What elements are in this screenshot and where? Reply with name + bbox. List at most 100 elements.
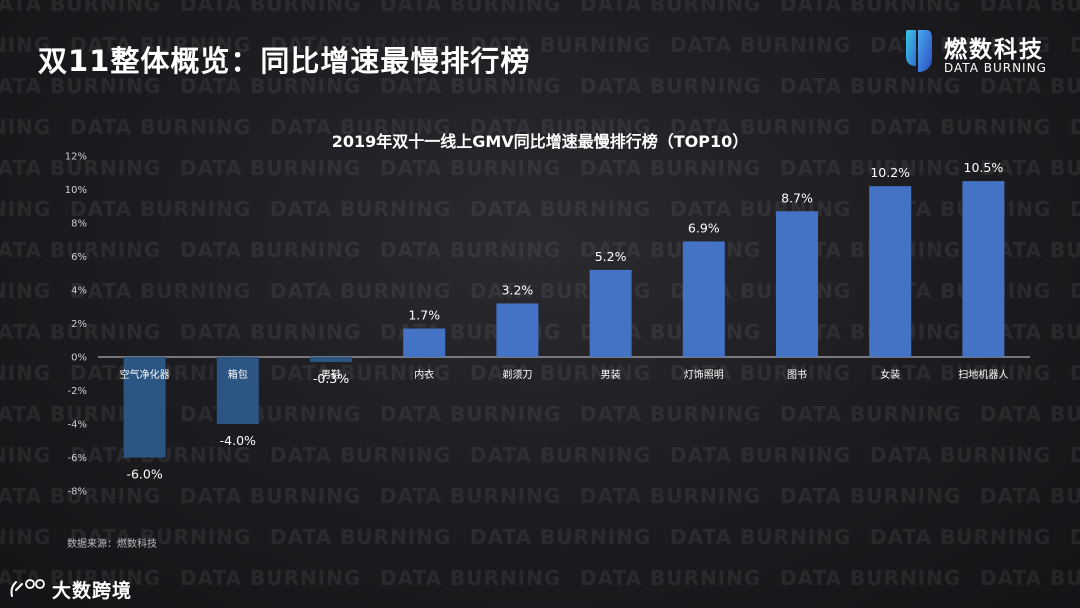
watermark-text: DATA BURNING	[180, 320, 362, 344]
category-label: 灯饰照明	[684, 368, 724, 381]
watermark-text: DATA BURNING	[980, 74, 1080, 98]
y-tick-label: 0%	[71, 353, 87, 364]
watermark-text: DATA BURNING	[70, 279, 252, 303]
brand-logo: 燃数科技 DATA BURNING	[902, 28, 1062, 80]
watermark-text: DATA BURNING	[70, 197, 252, 221]
watermark-text: DATA BURNING	[670, 525, 852, 549]
data-label: 8.7%	[781, 190, 813, 205]
y-tick-label: 10%	[65, 185, 87, 196]
watermark-text: DATA BURNING	[470, 115, 652, 139]
bar	[682, 241, 725, 357]
data-label: -4.0%	[220, 433, 256, 448]
data-label: 1.7%	[408, 308, 440, 323]
category-label: 内衣	[414, 368, 434, 381]
y-tick-label: 2%	[71, 319, 87, 330]
watermark-text: DATA BURNING	[0, 74, 162, 98]
watermark-text: DATA BURNING	[870, 115, 1052, 139]
category-label: 扫地机器人	[958, 368, 1008, 381]
data-label: 3.2%	[502, 282, 534, 297]
watermark-text: DATA BURNING	[580, 156, 762, 180]
watermark-text: DATA BURNING	[1070, 361, 1080, 385]
bar	[123, 357, 166, 458]
y-tick-label: -6%	[68, 453, 87, 464]
watermark-text: DATA BURNING	[780, 484, 962, 508]
watermark-text: DATA BURNING	[270, 361, 452, 385]
watermark-text: DATA BURNING	[0, 484, 162, 508]
kuajing-logo-icon	[10, 579, 45, 597]
bar	[310, 357, 352, 363]
watermark-text: DATA BURNING	[70, 33, 252, 57]
watermark-text: DATA BURNING	[270, 197, 452, 221]
watermark-text: DATA BURNING	[0, 279, 52, 303]
watermark-text: DATA BURNING	[980, 402, 1080, 426]
watermark-text: DATA BURNING	[180, 74, 362, 98]
watermark-text: DATA BURNING	[0, 443, 52, 467]
y-tick-label: 12%	[65, 152, 87, 163]
category-label: 男鞋	[321, 368, 341, 381]
watermark-text: DATA BURNING	[670, 361, 852, 385]
watermark-text: DATA BURNING	[270, 279, 452, 303]
watermark-text: DATA BURNING	[580, 74, 762, 98]
watermark-text: DATA BURNING	[580, 484, 762, 508]
watermark-text: DATA BURNING	[1070, 197, 1080, 221]
category-label: 女装	[880, 368, 900, 381]
watermark-text: DATA BURNING	[780, 74, 962, 98]
watermark-text: DATA BURNING	[380, 238, 562, 262]
watermark-text: DATA BURNING	[1070, 115, 1080, 139]
watermark-text: DATA BURNING	[870, 443, 1052, 467]
watermark-text: DATA BURNING	[70, 525, 252, 549]
watermark-text: DATA BURNING	[1070, 525, 1080, 549]
watermark-text: DATA BURNING	[580, 0, 762, 16]
watermark-text: DATA BURNING	[980, 484, 1080, 508]
watermark-text: DATA BURNING	[870, 525, 1052, 549]
watermark-text: DATA BURNING	[180, 402, 362, 426]
bar	[589, 269, 632, 357]
y-tick-label: 6%	[71, 252, 87, 263]
brand-name-en: DATA BURNING	[944, 61, 1047, 75]
watermark-text: DATA BURNING	[0, 115, 52, 139]
watermark-text: DATA BURNING	[470, 33, 652, 57]
watermark-text: DATA BURNING	[670, 197, 852, 221]
data-label: 10.2%	[870, 165, 910, 180]
watermark-text: DATA BURNING	[470, 525, 652, 549]
watermark-text: DATA BURNING	[180, 156, 362, 180]
bar	[496, 303, 539, 357]
watermark-text: DATA BURNING	[380, 566, 562, 590]
bar	[776, 211, 818, 357]
category-label: 剃须刀	[502, 369, 532, 381]
footer-logo-text: 大数跨境	[52, 580, 133, 602]
watermark-text: DATA BURNING	[780, 0, 962, 16]
watermark-text: DATA BURNING	[670, 33, 852, 57]
watermark-text: DATA BURNING	[380, 402, 562, 426]
watermark-text: DATA BURNING	[980, 566, 1080, 590]
watermark-text: DATA BURNING	[470, 197, 652, 221]
watermark-text: DATA BURNING	[980, 156, 1080, 180]
bar	[962, 181, 1005, 357]
watermark-text: DATA BURNING	[0, 238, 162, 262]
page-title: 双11整体概览：同比增速最慢排行榜	[38, 44, 531, 78]
y-tick-label: 4%	[71, 286, 87, 297]
data-burning-logo-icon	[906, 30, 932, 72]
watermark-text: DATA BURNING	[980, 0, 1080, 16]
bar	[403, 328, 446, 357]
watermark-text: DATA BURNING	[0, 320, 162, 344]
watermark-text: DATA BURNING	[780, 566, 962, 590]
category-label: 男装	[601, 368, 621, 381]
bar	[216, 357, 259, 424]
watermark-text: DATA BURNING	[270, 33, 452, 57]
bar	[869, 186, 912, 357]
data-label: -0.3%	[313, 371, 349, 386]
watermark-text: DATA BURNING	[780, 402, 962, 426]
watermark-text: DATA BURNING	[0, 33, 52, 57]
watermark-text: DATA BURNING	[380, 484, 562, 508]
watermark-text: DATA BURNING	[870, 33, 1052, 57]
data-label: -6.0%	[126, 467, 162, 482]
watermark-text: DATA BURNING	[1070, 33, 1080, 57]
y-tick-label: 8%	[71, 219, 87, 230]
watermark-text: DATA BURNING	[470, 443, 652, 467]
watermark-text: DATA BURNING	[0, 525, 52, 549]
y-tick-label: -8%	[68, 487, 87, 498]
watermark-text: DATA BURNING	[180, 238, 362, 262]
category-label: 空气净化器	[120, 368, 170, 381]
